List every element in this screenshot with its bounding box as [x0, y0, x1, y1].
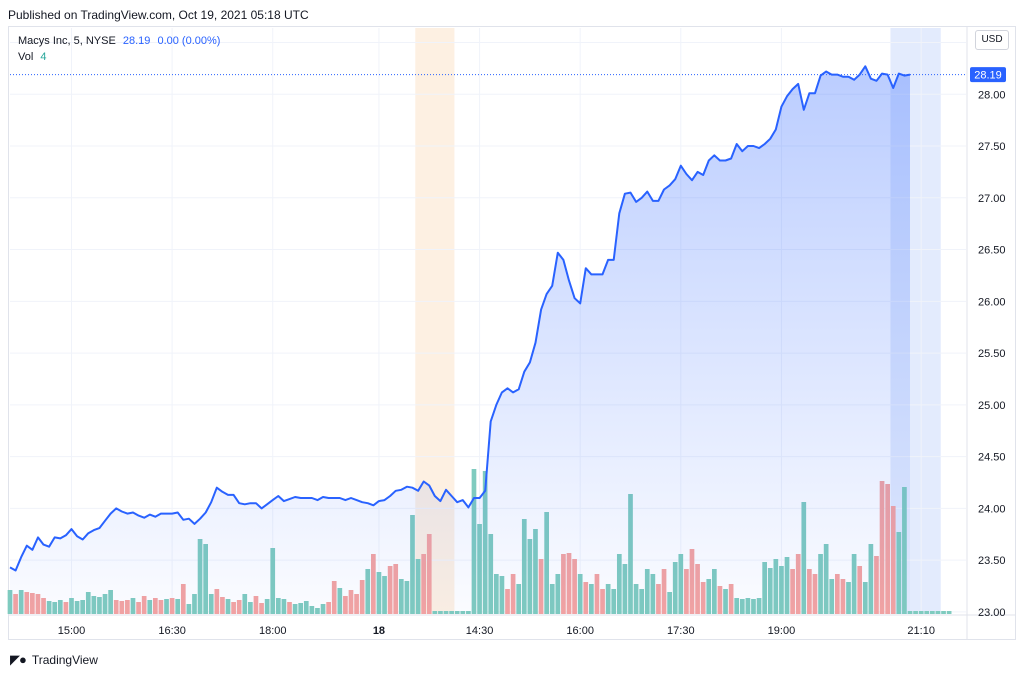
time-tick-label: 19:00 — [768, 625, 796, 637]
volume-bar — [941, 611, 946, 614]
price-scale: 28.5028.0027.5027.0026.5026.0025.5025.00… — [978, 37, 1006, 618]
time-tick-label: 16:30 — [158, 625, 186, 637]
brand-name: TradingView — [31, 653, 98, 667]
tradingview-icon: ◤● — [10, 652, 27, 667]
price-tick-label: 23.00 — [978, 607, 1006, 619]
time-tick-label: 16:00 — [566, 625, 594, 637]
time-tick-label: 17:30 — [667, 625, 695, 637]
chart-legend: Macys Inc, 5, NYSE 28.19 0.00 (0.00%) Vo… — [18, 33, 220, 65]
currency-button[interactable]: USD — [975, 30, 1009, 50]
symbol-label[interactable]: Macys Inc, 5, NYSE — [18, 35, 116, 47]
price-tick-label: 25.00 — [978, 400, 1006, 412]
volume-bar — [913, 611, 918, 614]
price-change: 0.00 (0.00%) — [157, 35, 221, 47]
price-tick-label: 26.50 — [978, 245, 1006, 257]
tradingview-logo[interactable]: ◤● TradingView — [10, 652, 98, 668]
price-tick-label: 27.50 — [978, 141, 1006, 153]
price-tick-label: 26.00 — [978, 296, 1006, 308]
time-tick-label: 21:10 — [907, 625, 935, 637]
price-area-fill — [10, 66, 910, 615]
price-tick-label: 25.50 — [978, 348, 1006, 360]
time-tick-label: 15:00 — [58, 625, 86, 637]
price-tick-label: 24.50 — [978, 452, 1006, 464]
time-tick-label: 18 — [373, 625, 385, 637]
last-price-badge: 28.19 — [970, 67, 1006, 83]
time-scale: 15:00 16:30 18:00 18 14:30 16:00 17:30 19:00 21:… — [58, 625, 935, 637]
last-price-label: 28.19 — [974, 70, 1002, 82]
volume-bar — [924, 611, 930, 614]
time-tick-label: 14:30 — [466, 625, 494, 637]
volume-bar — [918, 611, 924, 614]
volume-label[interactable]: Vol — [18, 51, 34, 63]
last-price: 28.19 — [122, 35, 151, 47]
published-note: Published on TradingView.com, Oct 19, 20… — [8, 8, 309, 22]
volume-bar — [946, 611, 952, 614]
chart-frame — [8, 26, 1016, 640]
price-tick-label: 23.50 — [978, 555, 1006, 567]
volume-bar — [930, 611, 935, 614]
price-tick-label: 27.00 — [978, 193, 1006, 205]
price-line — [9, 65, 911, 572]
price-tick-label: 28.00 — [978, 89, 1006, 101]
volume-bar — [935, 611, 941, 614]
time-tick-label: 18:00 — [259, 625, 287, 637]
volume-value: 4 — [40, 51, 47, 63]
price-tick-label: 24.00 — [978, 503, 1006, 515]
